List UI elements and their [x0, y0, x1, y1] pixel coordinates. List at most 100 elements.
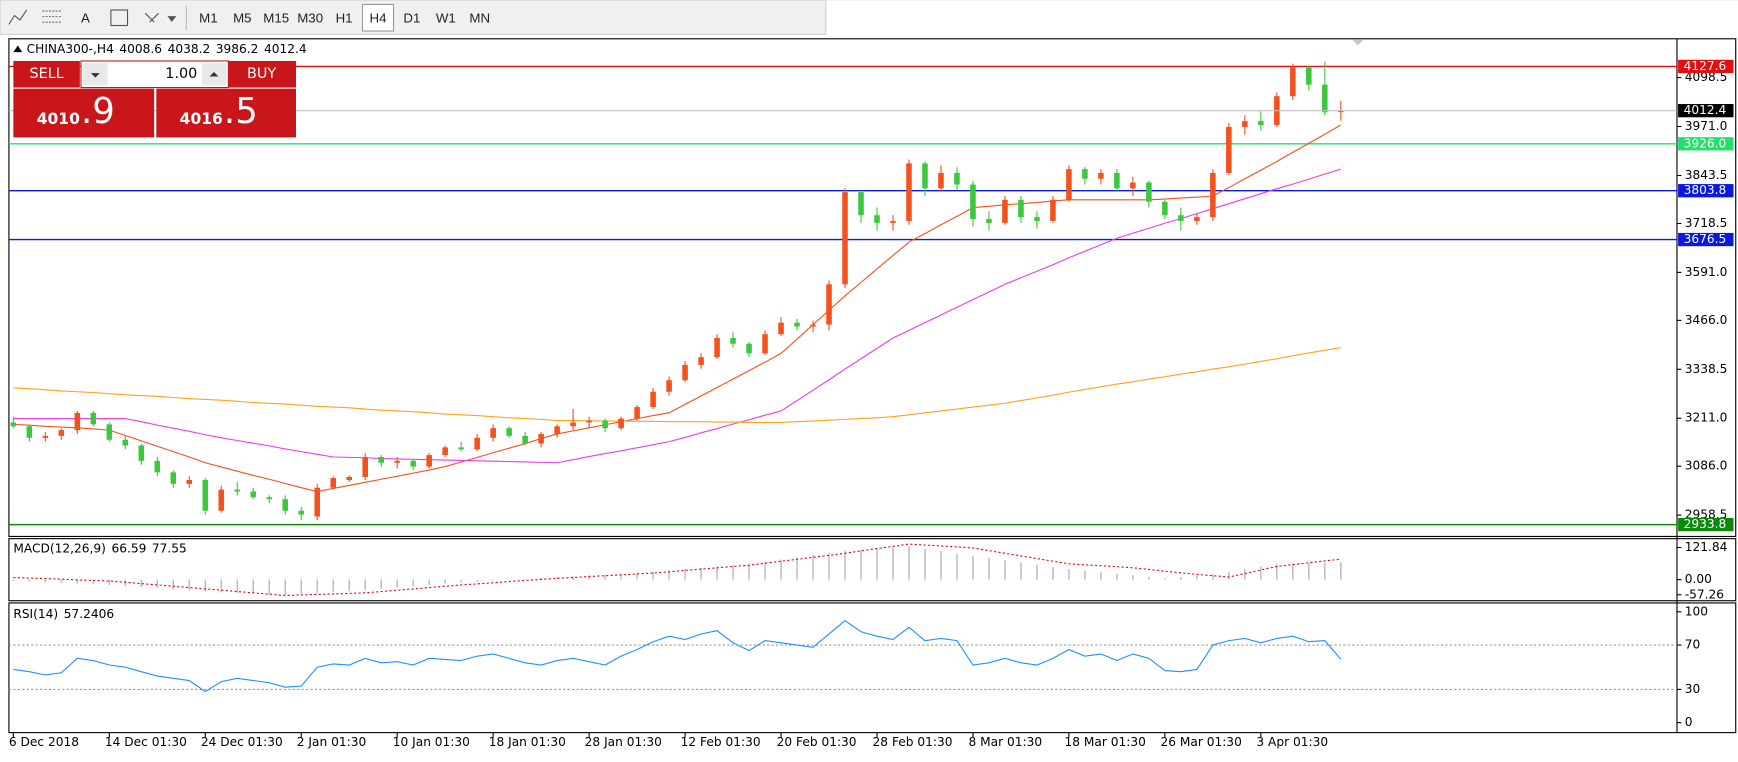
- period-button[interactable]: MN: [469, 10, 490, 25]
- y-tick-label: 0.00: [1685, 572, 1712, 586]
- x-tick-label: 24 Dec 01:30: [201, 735, 283, 749]
- candle-body: [122, 439, 129, 446]
- shift-marker[interactable]: [1352, 39, 1364, 46]
- candle-body: [778, 322, 784, 335]
- candle-body: [1322, 84, 1328, 113]
- candle-body: [1082, 169, 1088, 179]
- candle-body: [602, 420, 608, 429]
- candle-body: [1194, 217, 1200, 221]
- candle-body: [250, 491, 257, 498]
- candle-body: [218, 489, 225, 511]
- indicator-title: MACD(12,26,9): [13, 541, 106, 555]
- candle-body: [986, 219, 992, 223]
- candle-body: [1066, 169, 1072, 200]
- indicator-title: RSI(14): [13, 607, 58, 621]
- header-value: 57.2406: [64, 607, 114, 621]
- candle-body: [490, 428, 496, 438]
- frames: [8, 38, 1737, 734]
- toolbar-bg: [0, 0, 827, 35]
- chart-title: CHINA300-,H4: [27, 41, 114, 55]
- y-tick-label: 121.84: [1685, 540, 1728, 554]
- level-tag: [1678, 59, 1734, 74]
- candle-body: [970, 184, 976, 220]
- period-button[interactable]: M1: [199, 10, 217, 25]
- candle-body: [538, 433, 544, 444]
- sell-label[interactable]: SELL: [29, 66, 63, 82]
- candle-body: [1002, 199, 1008, 223]
- candle-body: [458, 447, 464, 450]
- candle-body: [442, 447, 448, 456]
- period-button[interactable]: H4: [370, 10, 387, 25]
- candle-body: [314, 487, 321, 517]
- candle-body: [234, 489, 241, 492]
- buy-label[interactable]: BUY: [247, 66, 276, 82]
- candle-body: [890, 220, 896, 223]
- candle-body: [1290, 67, 1296, 97]
- y-tick-label: 3591.0: [1685, 265, 1728, 279]
- period-buttons: M1 M5 M15 M30 H1 H4 D1 W1 MN: [199, 3, 490, 32]
- candle-body: [1338, 110, 1344, 113]
- bid-pips: .9: [81, 91, 115, 132]
- candle-body: [1162, 201, 1168, 216]
- header-value: 3986.2: [216, 41, 259, 55]
- candle-body: [650, 391, 656, 408]
- ask-box[interactable]: [156, 88, 296, 138]
- candle-body: [714, 338, 720, 358]
- candle-body: [826, 284, 832, 325]
- period-button[interactable]: M5: [233, 10, 251, 25]
- x-tick-label: 10 Jan 01:30: [393, 735, 470, 749]
- candle-body: [58, 430, 65, 436]
- candle-body: [906, 163, 912, 221]
- candle-body: [10, 422, 17, 427]
- current-price-tag: [1678, 103, 1734, 118]
- candle-body: [1242, 121, 1248, 127]
- candle-body: [298, 510, 305, 515]
- candle-body: [1050, 199, 1056, 221]
- candle-body: [954, 172, 960, 185]
- candle-body: [570, 422, 576, 427]
- header-value: 4038.2: [168, 41, 211, 55]
- level-tag-label: 3676.5: [1684, 232, 1727, 246]
- x-tick-label: 18 Mar 01:30: [1064, 735, 1145, 749]
- candle-body: [730, 338, 736, 344]
- text-tool[interactable]: A: [81, 10, 90, 25]
- y-tick-label: 100: [1685, 604, 1708, 618]
- bid-box[interactable]: [13, 88, 155, 138]
- current-price-label: 4012.4: [1684, 103, 1727, 117]
- candle-body: [74, 412, 81, 431]
- icon-textbox[interactable]: [110, 9, 129, 27]
- period-button[interactable]: M30: [297, 10, 323, 25]
- candle-body: [90, 412, 97, 425]
- header-value: 77.55: [152, 541, 187, 555]
- icon-chart[interactable]: [8, 9, 28, 25]
- moving-average: [13, 124, 1342, 493]
- period-button[interactable]: W1: [436, 10, 456, 25]
- period-button[interactable]: M15: [263, 10, 289, 25]
- candle-body: [186, 480, 193, 484]
- candle-body: [1130, 182, 1136, 189]
- candle-body: [858, 192, 864, 216]
- candle-body: [1018, 199, 1024, 218]
- icon-arrows[interactable]: [144, 12, 177, 23]
- candle-body: [554, 426, 560, 434]
- sell-button[interactable]: [13, 60, 80, 88]
- y-tick-label: 3211.0: [1685, 411, 1728, 425]
- x-tick-label: 20 Feb 01:30: [777, 735, 857, 749]
- y-tick-label: 70: [1685, 638, 1701, 652]
- indicator-line: [13, 619, 1342, 693]
- macd-frame: [8, 538, 1737, 602]
- moving-average: [13, 168, 1341, 464]
- buy-button[interactable]: [228, 60, 296, 88]
- main-frame: [8, 38, 1737, 537]
- candle-body: [154, 460, 161, 473]
- level-tag: [1678, 232, 1734, 247]
- collapse-icon[interactable]: [13, 45, 23, 53]
- period-button[interactable]: H1: [336, 10, 353, 25]
- y-tick-label: 3718.5: [1685, 216, 1728, 230]
- candle-body: [170, 472, 177, 484]
- candle-body: [330, 478, 336, 488]
- trade-panel: SELL 1.00 BUY 4010 .9 4016 .5: [13, 60, 296, 138]
- period-button[interactable]: D1: [403, 10, 420, 25]
- volume-value[interactable]: 1.00: [165, 66, 197, 82]
